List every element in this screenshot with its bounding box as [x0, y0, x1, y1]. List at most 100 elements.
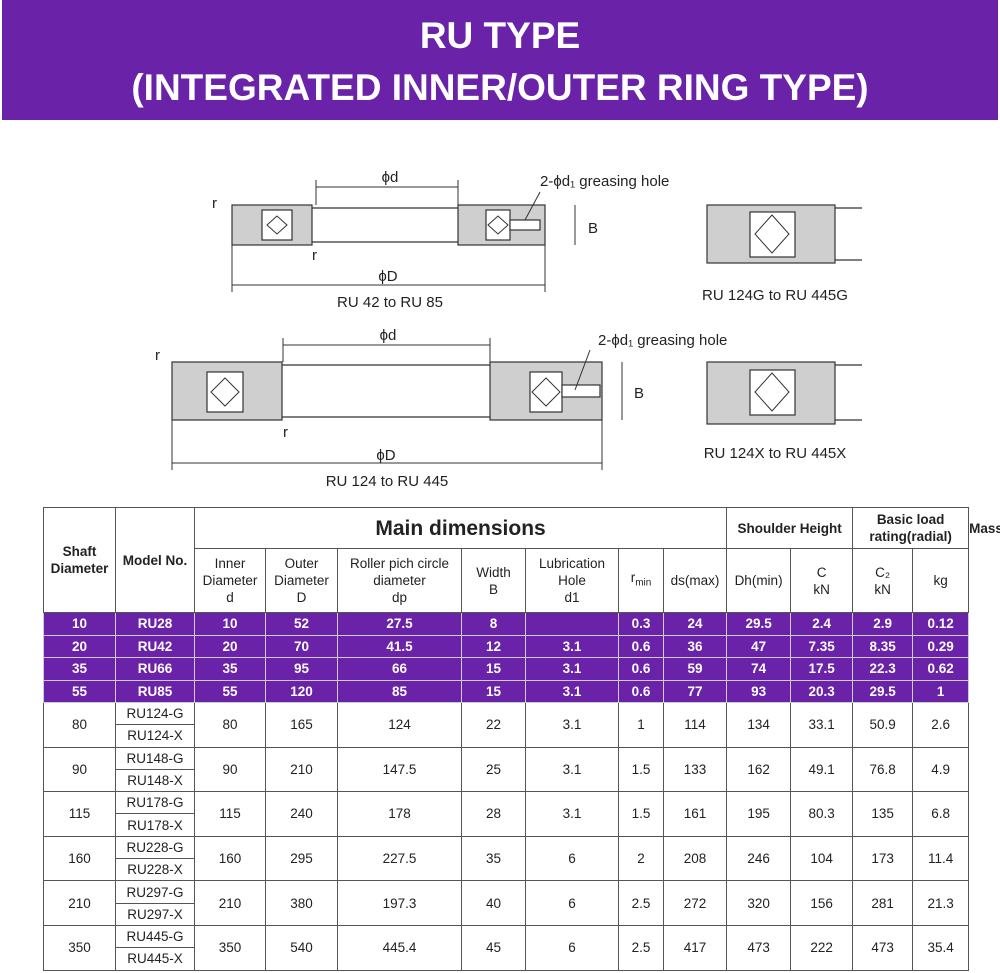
cell: 1.5	[618, 791, 664, 837]
cell: 134	[726, 702, 792, 748]
cell: 147.5	[337, 746, 462, 793]
table-row: RU148-X	[44, 768, 969, 793]
cell: 210	[194, 880, 266, 926]
cell: 1	[618, 702, 664, 748]
label-d: ϕd	[380, 327, 397, 344]
cell: 350	[194, 924, 266, 971]
cell: RU228-G	[115, 835, 195, 860]
cell: 320	[726, 880, 792, 926]
cell: RU297-G	[115, 880, 195, 904]
cell: 17.5	[790, 657, 854, 681]
caption: RU 124X to RU 445X	[704, 445, 847, 462]
label-D: ϕD	[376, 447, 395, 464]
header-line: d	[226, 590, 234, 605]
diagrams: ϕd 2-ϕd₁ greasing hole r r B ϕD RU 42 to…	[155, 169, 862, 490]
cell: 35	[43, 657, 116, 681]
cell: 6.8	[912, 791, 970, 837]
cell: 2.6	[912, 702, 970, 748]
cell: 76.8	[852, 746, 914, 793]
cell: 66	[337, 657, 462, 681]
cell: 10	[43, 612, 116, 636]
header-row: Shaft Diameter Model No. Main dimensions Sh…	[43, 507, 1000, 613]
cell: 35	[194, 657, 266, 681]
header-cell: Basic load rating(radial)	[852, 507, 970, 549]
cell: 178	[337, 791, 462, 837]
cell: 20	[194, 634, 266, 658]
cell: 3.1	[525, 702, 619, 748]
cell: 93	[726, 679, 792, 703]
cell: 90	[194, 746, 266, 793]
cell: 0.6	[618, 634, 664, 658]
cell: RU148-G	[115, 746, 195, 770]
header-cell: Inner Diameter d	[194, 548, 266, 613]
cell: 3.1	[525, 679, 619, 703]
cell: 272	[662, 880, 728, 926]
cell: 208	[662, 835, 728, 882]
cell: 115	[194, 791, 266, 837]
table-row: 80 RU124-G 80 165 124 22 3.1 1 114 134 33.1 50.9 2.6	[43, 701, 970, 748]
cell: 6	[525, 880, 619, 926]
cell: 52	[265, 612, 338, 636]
header-line: dp	[391, 590, 408, 605]
cell: 380	[265, 880, 338, 926]
cell: 114	[662, 702, 728, 748]
cell: RU42	[115, 634, 195, 658]
label-r: r	[212, 195, 217, 212]
cell: 74	[726, 657, 792, 681]
cell: RU124-X	[115, 724, 195, 748]
table-row: RU228-X	[44, 858, 969, 882]
cell: 29.5	[726, 612, 792, 636]
header-line: Outer	[284, 556, 319, 571]
label-r: r	[312, 247, 317, 264]
cell: 133	[662, 746, 728, 793]
cell: RU445-G	[115, 924, 195, 949]
cell: 20	[43, 634, 116, 658]
cell: 115	[43, 791, 116, 837]
table-row: 210 RU297-G 210 380 197.3 40 6 2.5 272 320 156 281 2…	[43, 880, 970, 926]
caption: RU 42 to RU 85	[337, 294, 443, 311]
cell: 59	[662, 657, 728, 681]
header-cell: Lubrication Hole d1	[525, 548, 619, 613]
cell: 21.3	[912, 880, 970, 926]
cell: 2	[618, 835, 664, 882]
label-d: ϕd	[382, 169, 399, 186]
cell: 8.35	[852, 634, 914, 658]
cell: 281	[852, 880, 914, 926]
cell: 445.4	[337, 924, 462, 971]
cell: 210	[43, 880, 116, 926]
cell: 0.29	[912, 634, 970, 658]
table-row: 115 RU178-G 115 240 178 28 3.1 1.5 161 195 80.3 135…	[43, 791, 970, 837]
cell: 473	[726, 924, 792, 971]
header-line: Diameter	[274, 573, 329, 588]
cell: 6	[525, 835, 619, 882]
cell: 162	[726, 746, 792, 793]
cell: 473	[852, 924, 914, 971]
cell: 7.35	[790, 634, 854, 658]
cell: 1.5	[618, 746, 664, 793]
header-row: Inner Diameter d Outer Diameter D Roller pich …	[44, 548, 970, 613]
cell: 85	[337, 679, 462, 703]
table-row: 20 RU42 20 70 41.5 12 3.1 0.6 36 47 7.35 8.35 0.29	[43, 634, 970, 658]
header-cell: Outer Diameter D	[265, 548, 338, 613]
cell: 20.3	[790, 679, 854, 703]
cell: 540	[265, 924, 338, 971]
header-line: Hole	[558, 573, 586, 588]
header-cell: Shaft Diameter	[43, 507, 116, 613]
header-cell: rmin	[618, 548, 664, 613]
cell: 40	[461, 880, 526, 926]
cell: 35.4	[912, 924, 970, 971]
cell: RU66	[115, 657, 195, 681]
cell: 28	[461, 791, 526, 837]
header-text: r	[630, 570, 636, 586]
cell: 3.1	[525, 634, 619, 658]
cell: 24	[662, 612, 728, 636]
cell: 70	[265, 634, 338, 658]
cell: 161	[662, 791, 728, 837]
cell: RU445-X	[115, 947, 195, 971]
cell: 12	[461, 634, 526, 658]
cell: 29.5	[852, 679, 914, 703]
header-line: kN	[874, 581, 891, 597]
header-line: Lubrication	[538, 556, 606, 571]
